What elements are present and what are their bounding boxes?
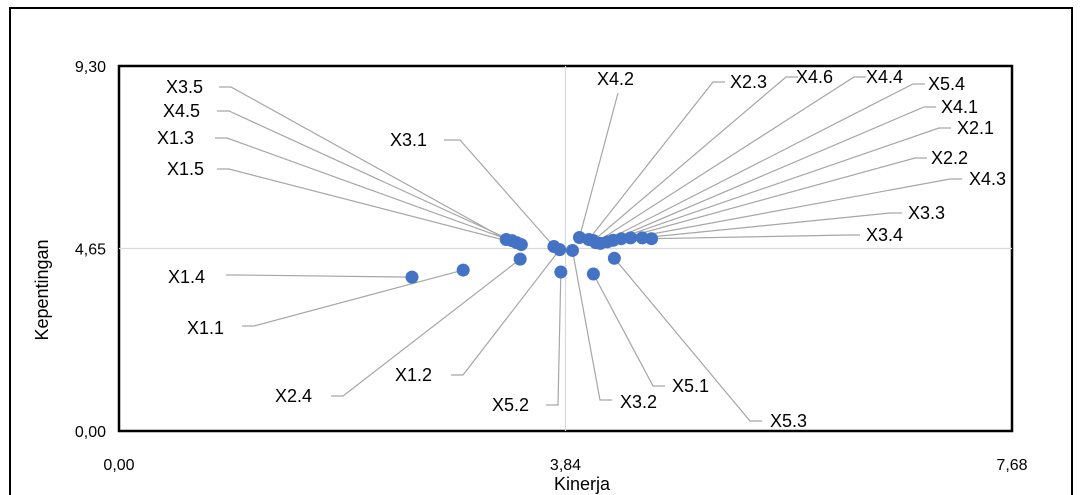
data-label: X3.4 [866,225,903,245]
x-tick-label: 3,84 [550,457,581,474]
data-point [614,232,628,246]
data-label: X4.2 [597,69,634,89]
leader-line [612,127,951,241]
data-label: X4.1 [941,97,978,117]
data-label: X5.4 [928,74,965,94]
data-label: X5.1 [672,376,709,396]
leader-line [600,83,925,244]
leader-line [242,269,464,327]
x-tick-label: 0,00 [103,457,134,474]
leader-line [217,168,522,246]
data-label: X4.6 [796,67,833,87]
leader-line [630,178,962,239]
data-label: X1.1 [187,318,224,338]
leader-line [642,212,902,239]
leader-line [451,249,561,376]
data-label: X2.3 [730,72,767,92]
leader-line [331,258,521,397]
leader-line [621,157,927,240]
y-axis-title: Kepentingan [32,239,52,340]
data-label: X4.5 [163,101,200,121]
data-label: X1.3 [157,128,194,148]
data-label: X4.4 [866,67,903,87]
leader-line [578,92,619,238]
data-point [624,231,638,245]
data-point [553,243,567,257]
leader-line [546,272,562,406]
data-label: X2.4 [275,386,312,406]
leader-line [226,274,413,278]
x-axis-title: Kinerja [554,474,611,494]
data-point [586,267,600,281]
leader-line [593,76,798,242]
data-label: X1.5 [167,159,204,179]
data-point [554,265,568,279]
data-label: X3.1 [390,130,427,150]
data-label: X3.2 [620,392,657,412]
data-point [635,231,649,245]
y-tick-label: 0,00 [75,424,106,441]
leader-line [613,257,762,422]
x-tick-label: 7,68 [996,457,1027,474]
leader-line [651,234,860,240]
data-label: X5.3 [770,411,807,431]
y-tick-label: 4,65 [75,242,106,259]
data-point [513,252,527,266]
data-point [456,263,470,277]
leader-line [588,81,725,240]
data-label: X2.2 [931,148,968,168]
data-label: X2.1 [957,118,994,138]
data-point [607,251,621,265]
data-point [514,238,528,252]
leader-line [607,106,936,243]
data-label: X4.3 [969,169,1006,189]
data-label: X5.2 [492,395,529,415]
data-label: X3.3 [908,203,945,223]
data-label: X1.2 [395,365,432,385]
data-point [405,270,419,284]
leader-line [219,86,507,240]
leader-line [215,137,517,244]
y-tick-label: 9,30 [75,59,106,76]
leader-line [444,139,555,247]
leader-line [571,250,612,401]
data-point [565,243,579,257]
leader-line [595,76,866,244]
chart-frame [9,7,1073,495]
data-label: X3.5 [166,77,203,97]
leader-line [592,273,665,387]
leader-line [217,110,513,242]
data-point [645,232,659,246]
data-label: X1.4 [168,267,205,287]
